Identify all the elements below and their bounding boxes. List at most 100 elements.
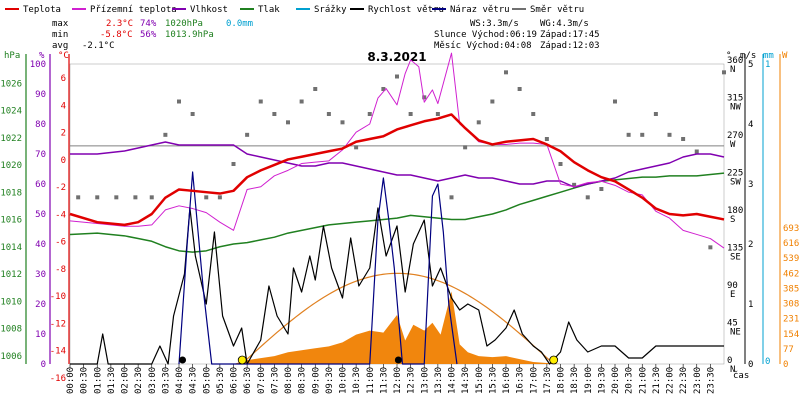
wind-direction-point bbox=[95, 195, 100, 200]
stat-avg-label: avg bbox=[52, 41, 68, 51]
tick-label-degc: -8 bbox=[55, 265, 66, 275]
tick-label-hpa: 1018 bbox=[0, 188, 22, 198]
wind-direction-point bbox=[422, 95, 427, 100]
wind-direction-point bbox=[76, 195, 81, 200]
x-tick-label: 16:30 bbox=[516, 367, 526, 394]
wind-direction-point bbox=[626, 132, 631, 137]
solar-area bbox=[233, 291, 561, 364]
wind-direction-point bbox=[326, 112, 331, 116]
moonset-icon bbox=[394, 356, 402, 364]
tick-label-degc: -10 bbox=[50, 292, 66, 302]
tick-label-degc: 2 bbox=[61, 129, 66, 139]
x-tick-label: 18:30 bbox=[570, 367, 580, 394]
info-ws: WS:3.3m/s bbox=[470, 19, 519, 29]
tick-label-hpa: 1026 bbox=[0, 79, 22, 89]
legend-label: Rychlost větru bbox=[368, 5, 444, 15]
unit-w: W bbox=[782, 51, 788, 61]
x-tick-label: 12:30 bbox=[407, 367, 417, 394]
x-tick-label: 01:00 bbox=[93, 367, 103, 394]
x-tick-label: 23:30 bbox=[706, 367, 716, 394]
legend-label: Směr větru bbox=[530, 5, 584, 15]
tick-label-pct: 30 bbox=[35, 270, 46, 280]
tick-label-dir: 360 bbox=[727, 56, 743, 66]
tick-label-hpa: 1022 bbox=[0, 134, 22, 144]
tick-label-w: 385 bbox=[783, 284, 799, 294]
x-tick-label: 23:00 bbox=[693, 367, 703, 394]
tick-label-dir-name: NE bbox=[730, 328, 741, 338]
x-tick-label: 03:00 bbox=[148, 367, 158, 394]
x-tick-label: 09:30 bbox=[325, 367, 335, 394]
x-tick-label: 08:30 bbox=[298, 367, 308, 394]
tick-label-w: 154 bbox=[783, 330, 799, 340]
wind-direction-point bbox=[114, 195, 119, 200]
x-tick-label: 07:30 bbox=[270, 367, 280, 394]
wind-direction-point bbox=[572, 182, 577, 187]
tick-label-degc: -2 bbox=[55, 183, 66, 193]
tick-label-dir-name: S bbox=[730, 215, 735, 225]
tick-label-ms: 5 bbox=[748, 60, 753, 70]
tick-label-hpa: 1012 bbox=[0, 270, 22, 280]
tick-label-pct: 80 bbox=[35, 120, 46, 130]
tick-label-ms: 0 bbox=[748, 360, 753, 370]
tick-label-pct: 100 bbox=[30, 60, 46, 70]
wind-direction-point bbox=[313, 87, 318, 91]
tick-label-ms: 1 bbox=[748, 300, 753, 310]
tick-label-degc: -12 bbox=[50, 319, 66, 329]
legend-label: Náraz větru bbox=[450, 5, 510, 15]
wind-direction-point bbox=[299, 99, 304, 104]
tick-label-degc: -14 bbox=[50, 347, 66, 357]
x-tick-label: 22:30 bbox=[679, 367, 689, 394]
unit-degc: °C bbox=[58, 51, 69, 61]
wind-direction-point bbox=[585, 195, 590, 200]
tick-label-w: 693 bbox=[783, 224, 799, 234]
wind-direction-point bbox=[599, 187, 604, 191]
wind-direction-point bbox=[204, 195, 209, 200]
wind-direction-point bbox=[190, 112, 195, 116]
x-tick-label: 10:00 bbox=[339, 367, 349, 394]
x-tick-label: 04:30 bbox=[189, 367, 199, 394]
tick-label-hpa: 1006 bbox=[0, 352, 22, 362]
x-tick-label: 17:00 bbox=[529, 367, 539, 394]
wind-direction-point bbox=[517, 87, 522, 91]
ground-temperature-line bbox=[69, 52, 725, 249]
info-wg: WG:4.3m/s bbox=[540, 19, 589, 29]
tick-label-pct: 70 bbox=[35, 150, 46, 160]
wind-direction-point bbox=[708, 245, 713, 250]
unit-pct: % bbox=[39, 51, 45, 61]
sunrise-icon bbox=[237, 355, 247, 365]
x-tick-label: 17:30 bbox=[543, 367, 553, 394]
stat-min-press: 1013.9hPa bbox=[165, 30, 214, 40]
tick-label-degc: 0 bbox=[61, 156, 66, 166]
unit-ms: m/s bbox=[740, 51, 756, 61]
tick-label-pct: 10 bbox=[35, 330, 46, 340]
wind-direction-point bbox=[613, 99, 617, 104]
legend-label: Srážky bbox=[314, 5, 347, 15]
axes: 1026102410221020101810161014101210101008… bbox=[0, 54, 799, 394]
x-tick-label: 14:00 bbox=[448, 367, 458, 394]
wind-direction-point bbox=[653, 112, 658, 116]
info-moon: Měsíc Východ:04:08 bbox=[434, 41, 532, 51]
stat-max-temp: 2.3°C bbox=[106, 19, 133, 29]
tick-label-dir: 180 bbox=[727, 206, 743, 216]
wind-direction-point bbox=[667, 132, 672, 137]
x-tick-label: 21:30 bbox=[652, 367, 662, 394]
x-tick-label: 11:00 bbox=[366, 367, 376, 394]
tick-label-dir: 90 bbox=[727, 281, 738, 291]
temperature-line bbox=[69, 113, 725, 227]
x-tick-label: 12:00 bbox=[393, 367, 403, 394]
tick-label-w: 308 bbox=[783, 300, 799, 310]
tick-label-hpa: 1014 bbox=[0, 243, 22, 253]
tick-label-dir: 0 bbox=[727, 356, 732, 366]
wind-direction-point bbox=[504, 70, 508, 75]
x-tick-label: 16:00 bbox=[502, 367, 512, 394]
x-tick-label: 15:30 bbox=[488, 367, 498, 394]
x-tick-label: 06:00 bbox=[230, 367, 240, 394]
x-tick-label: 20:00 bbox=[611, 367, 621, 394]
stat-max-rain: 0.0mm bbox=[226, 19, 253, 29]
stat-avg-temp: -2.1°C bbox=[82, 41, 115, 51]
x-tick-label: 07:00 bbox=[257, 367, 267, 394]
x-tick-label: 00:30 bbox=[80, 367, 90, 394]
wind-direction-point bbox=[177, 99, 181, 104]
tick-label-hpa: 1008 bbox=[0, 325, 22, 335]
